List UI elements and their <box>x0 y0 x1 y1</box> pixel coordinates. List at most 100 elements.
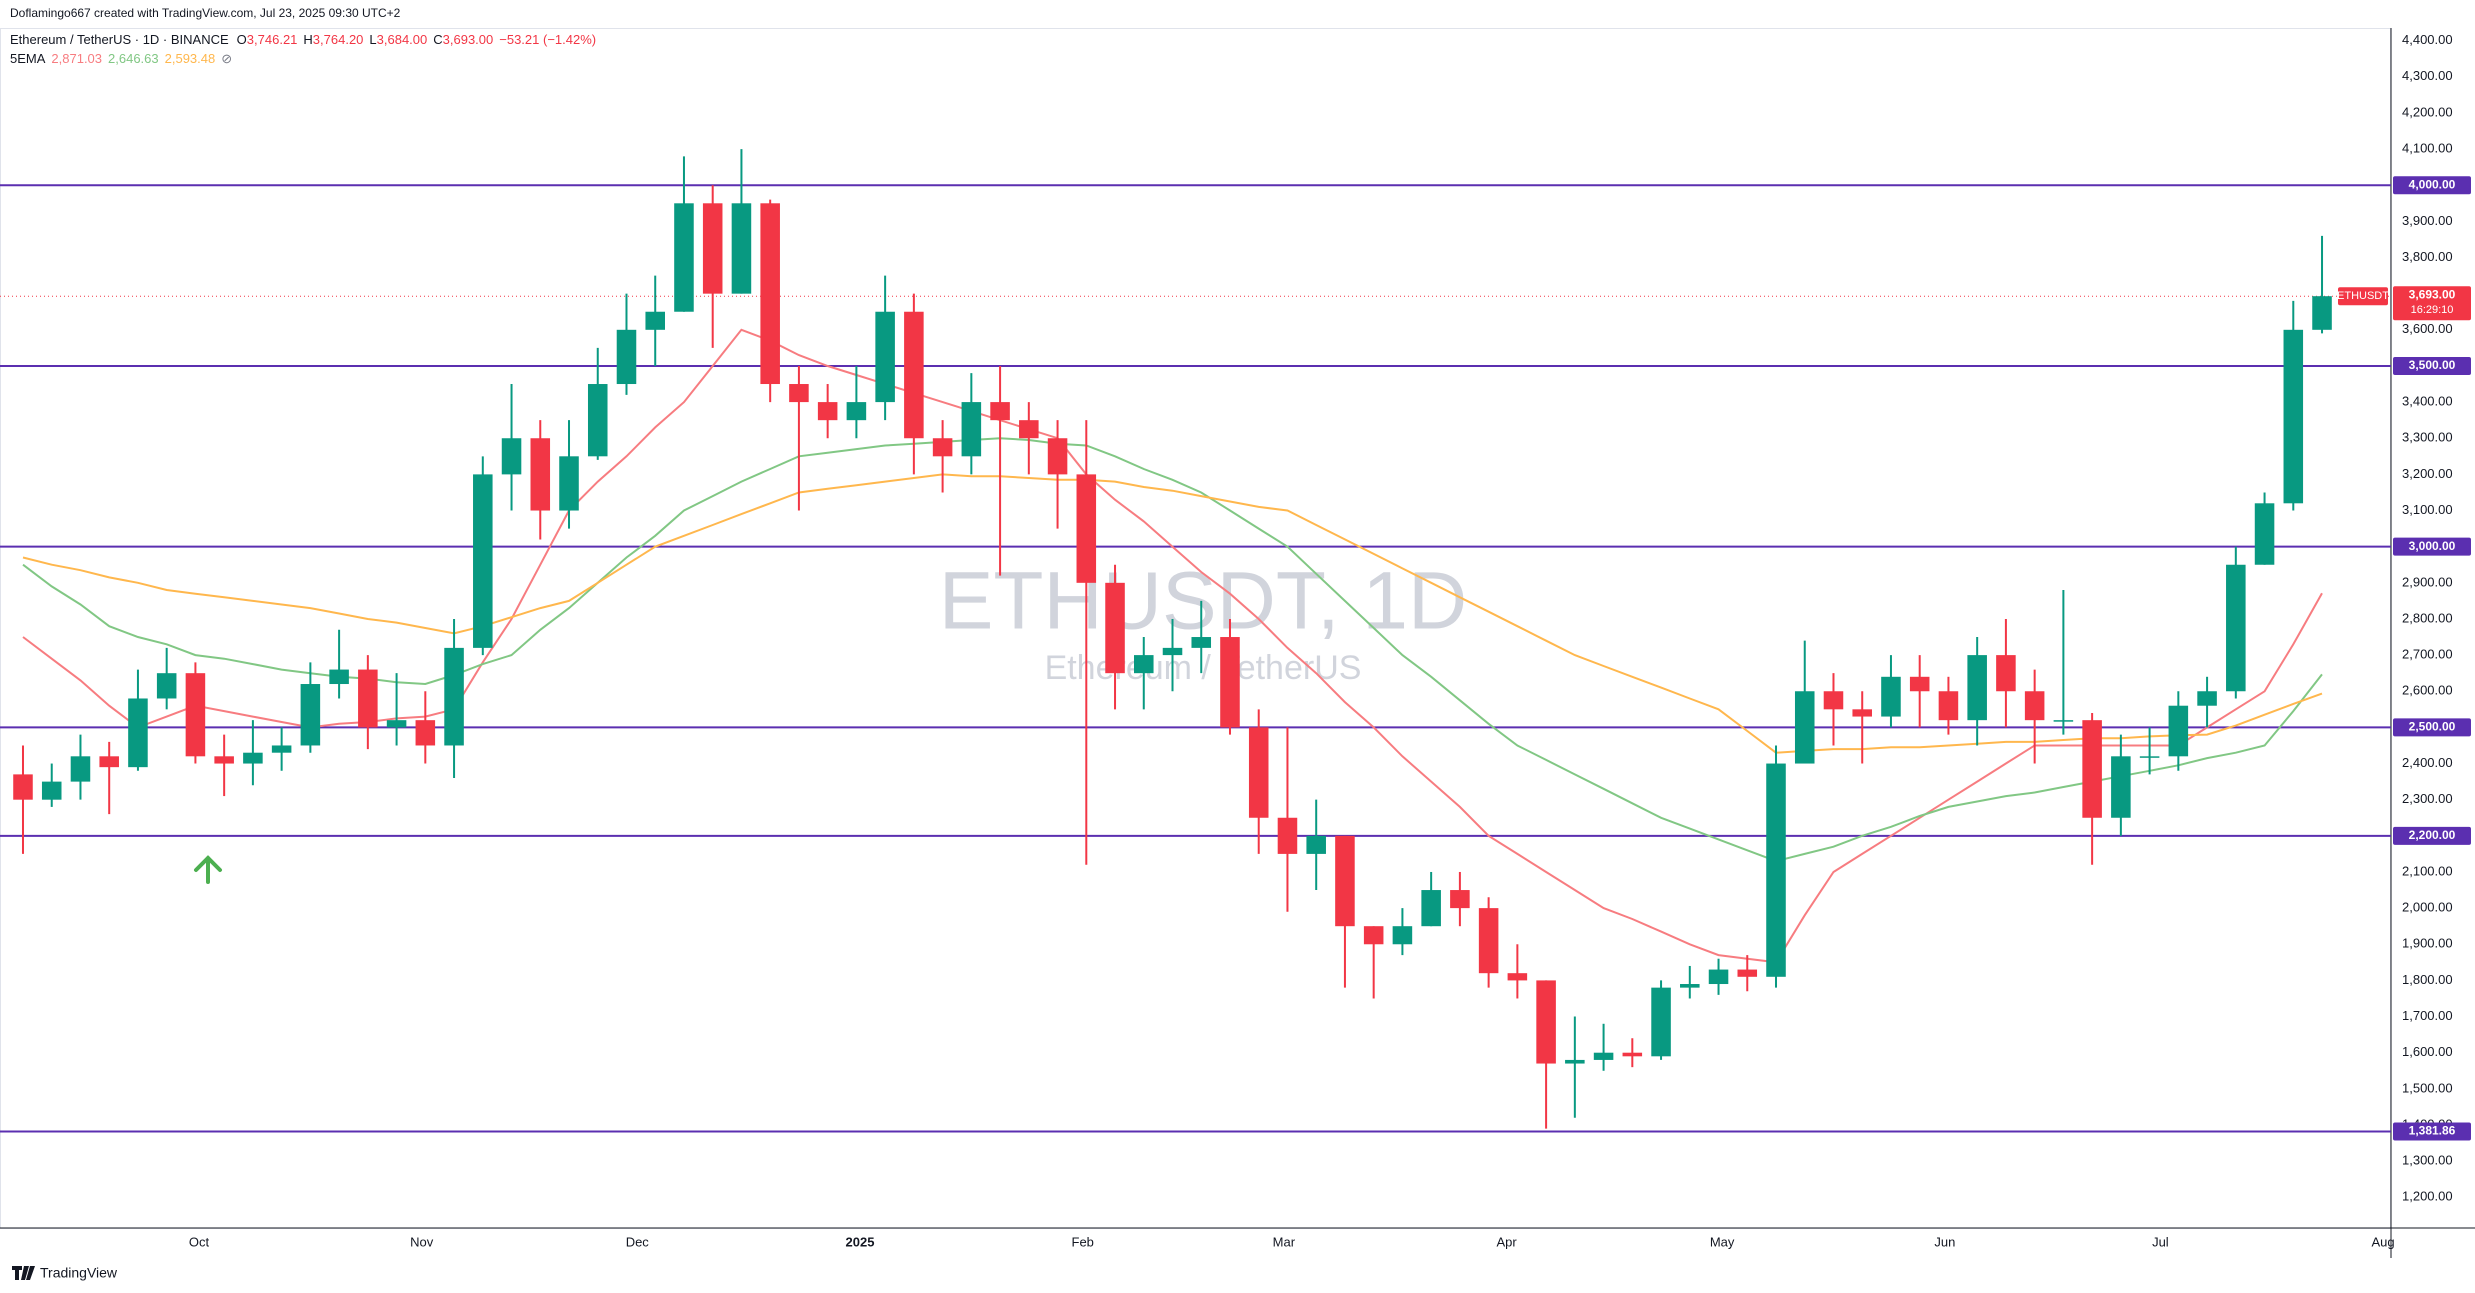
candle-body <box>2139 756 2160 758</box>
candle-body <box>702 203 723 294</box>
candle-body <box>2254 503 2275 565</box>
ohlc-value: 3,746.21 <box>247 32 298 47</box>
candle-body <box>1881 676 1901 717</box>
candle-body <box>501 438 522 475</box>
candle-body <box>1450 890 1470 909</box>
y-tick-label: 2,100.00 <box>2402 863 2453 878</box>
ema-line <box>22 437 2323 863</box>
indicator-name: 5EMA <box>10 51 46 66</box>
x-tick-label: May <box>1710 1234 1735 1249</box>
candle-body <box>1134 655 1154 674</box>
candle-body <box>1909 676 1930 692</box>
y-tick-label: 4,200.00 <box>2402 104 2453 119</box>
candle-body <box>1191 637 1212 648</box>
ema-value: 2,871.03 <box>51 51 102 66</box>
ohlc-key: C <box>433 32 442 47</box>
y-tick-label: 1,600.00 <box>2402 1044 2453 1059</box>
candle-body <box>156 673 177 699</box>
candle-body <box>1047 438 1068 475</box>
candle-body <box>214 756 234 764</box>
x-tick-label: Oct <box>189 1234 210 1249</box>
level-label-box <box>2393 826 2471 845</box>
x-tick-label: Aug <box>2372 1234 2395 1249</box>
ema-value: 2,593.48 <box>165 51 216 66</box>
candle-body <box>1248 727 1269 818</box>
candle-body <box>2053 720 2074 722</box>
last-price-label: 3,693.00 <box>2409 287 2456 301</box>
candle-body <box>2024 691 2045 721</box>
candle-body <box>1967 655 1987 721</box>
level-label: 3,500.00 <box>2409 358 2456 372</box>
credit: Doflamingo667 created with TradingView.c… <box>10 6 401 20</box>
candle-body <box>473 474 493 648</box>
y-tick-label: 3,900.00 <box>2402 213 2453 228</box>
candle-body <box>2226 564 2246 692</box>
candle-body <box>932 438 953 457</box>
footer: TradingView <box>12 1265 118 1281</box>
candle-body <box>185 673 206 757</box>
candle-body <box>559 456 579 511</box>
candle-body <box>1162 647 1183 656</box>
candle-body <box>789 384 809 403</box>
ohlc-key: L <box>369 32 376 47</box>
candle-body <box>415 720 436 746</box>
candle-body <box>329 669 349 685</box>
candle-body <box>1507 973 1528 981</box>
candle-body <box>1823 691 1844 710</box>
candle-body <box>1565 1059 1585 1064</box>
ohlc-value: 3,764.20 <box>313 32 364 47</box>
candle-body <box>1593 1052 1614 1060</box>
level-label-box <box>2393 537 2471 556</box>
candle-body <box>1737 969 1758 977</box>
visibility-icon[interactable]: ⊘ <box>221 51 232 66</box>
candle-body <box>674 203 694 312</box>
level-label: 4,000.00 <box>2409 177 2456 191</box>
y-tick-label: 1,500.00 <box>2402 1080 2453 1095</box>
level-label-box <box>2393 718 2471 737</box>
x-tick-label: Mar <box>1273 1234 1296 1249</box>
x-tick-label: Dec <box>626 1234 650 1249</box>
level-label: 2,500.00 <box>2409 720 2456 734</box>
y-tick-label: 2,300.00 <box>2402 791 2453 806</box>
last-price-box <box>2393 286 2471 321</box>
candle-body <box>13 774 33 800</box>
candle-body <box>990 402 1010 421</box>
candle-body <box>1076 474 1097 583</box>
candle-body <box>1622 1052 1643 1057</box>
ema-line <box>22 473 2323 754</box>
candle-body <box>70 756 91 782</box>
y-tick-label: 2,800.00 <box>2402 610 2453 625</box>
symbol-legend: Ethereum / TetherUS · 1D · BINANCE O3,746… <box>10 32 596 47</box>
candle-body <box>2197 691 2217 706</box>
y-tick-label: 2,000.00 <box>2402 900 2453 915</box>
y-tick-label: 4,100.00 <box>2402 141 2453 156</box>
watermark-description: Ethereum / TetherUS <box>1045 649 1362 687</box>
x-tick-label: 2025 <box>846 1234 875 1249</box>
candle-body <box>1938 691 1959 721</box>
y-tick-label: 2,400.00 <box>2402 755 2453 770</box>
candle-body <box>1680 984 1700 988</box>
ohlc-value: 3,684.00 <box>377 32 428 47</box>
countdown-label: 16:29:10 <box>2411 304 2454 316</box>
candle-body <box>300 684 321 746</box>
candle-body <box>1536 980 1556 1064</box>
level-label: 2,200.00 <box>2409 828 2456 842</box>
candle-body <box>444 647 464 746</box>
candle-body <box>587 384 608 457</box>
candle-body <box>1392 926 1413 945</box>
candle-body <box>616 329 637 385</box>
candle-body <box>1852 709 1872 717</box>
level-label-box <box>2393 356 2471 375</box>
y-tick-label: 1,800.00 <box>2402 972 2453 987</box>
candle-body <box>961 402 982 457</box>
candle-body <box>1363 926 1384 945</box>
candle-body <box>1478 908 1499 974</box>
candle-body <box>904 311 924 439</box>
symbol-tag: ETHUSDT <box>2337 290 2389 302</box>
level-label: 1,381.86 <box>2409 1124 2456 1138</box>
symbol-tag-box <box>2338 287 2388 306</box>
candle-body <box>1019 420 1039 439</box>
level-label-box <box>2393 176 2471 195</box>
y-tick-label: 2,600.00 <box>2402 683 2453 698</box>
y-tick-label: 3,100.00 <box>2402 502 2453 517</box>
